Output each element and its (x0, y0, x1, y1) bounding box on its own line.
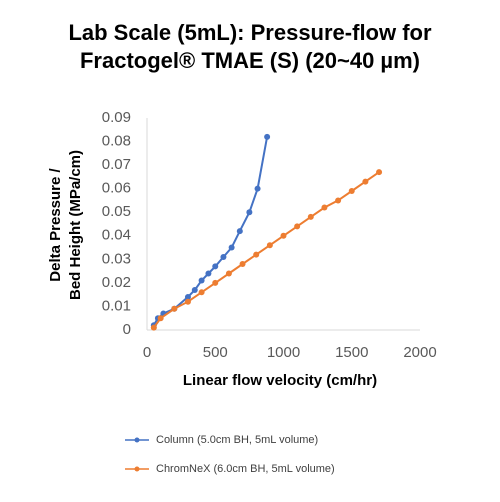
chart-title: Fractogel® TMAE (S) (20~40 µm) (80, 48, 420, 73)
y-tick-label: 0.06 (102, 180, 131, 197)
data-point (321, 204, 328, 211)
y-axis-label: Bed Height (MPa/cm) (67, 150, 84, 300)
data-point (253, 251, 260, 258)
y-tick-label: 0.09 (102, 109, 131, 126)
data-point (254, 185, 261, 192)
y-tick-label: 0 (123, 321, 131, 338)
y-tick-label: 0.07 (102, 156, 131, 173)
x-axis-label: Linear flow velocity (cm/hr) (183, 372, 377, 389)
data-point (280, 232, 287, 239)
legend-label: ChromNeX (6.0cm BH, 5mL volume) (156, 463, 335, 475)
x-tick-label: 0 (143, 344, 151, 361)
data-point (294, 223, 301, 230)
x-tick-label: 2000 (403, 344, 436, 361)
data-point (150, 324, 157, 331)
y-tick-label: 0.03 (102, 250, 131, 267)
x-tick-label: 500 (203, 344, 228, 361)
data-point (191, 286, 198, 293)
data-point (246, 209, 253, 216)
data-point (220, 253, 227, 260)
data-point (198, 289, 205, 296)
legend-marker (134, 437, 140, 443)
data-point (307, 213, 314, 220)
y-tick-label: 0.05 (102, 203, 131, 220)
y-axis-label: Delta Pressure / (47, 167, 64, 281)
chart-title: Lab Scale (5mL): Pressure-flow for (68, 20, 432, 45)
legend-marker (134, 466, 140, 472)
y-tick-label: 0.02 (102, 274, 131, 291)
data-point (228, 244, 235, 251)
data-point (264, 133, 271, 140)
data-point (198, 277, 205, 284)
data-point (225, 270, 232, 277)
legend-label: Column (5.0cm BH, 5mL volume) (156, 434, 318, 446)
series-line (152, 136, 269, 326)
data-point (184, 294, 191, 301)
data-point (236, 228, 243, 235)
data-point (212, 279, 219, 286)
data-point (212, 263, 219, 270)
data-point (335, 197, 342, 204)
data-point (171, 305, 178, 312)
y-tick-label: 0.08 (102, 133, 131, 150)
data-point (362, 178, 369, 185)
data-point (184, 298, 191, 305)
data-point (376, 169, 383, 176)
data-point (239, 261, 246, 268)
data-point (157, 315, 164, 322)
x-tick-label: 1000 (267, 344, 300, 361)
data-point (348, 188, 355, 195)
data-point (266, 242, 273, 249)
y-tick-label: 0.04 (102, 227, 131, 244)
data-point (205, 270, 212, 277)
y-tick-label: 0.01 (102, 297, 131, 314)
x-tick-label: 1500 (335, 344, 368, 361)
